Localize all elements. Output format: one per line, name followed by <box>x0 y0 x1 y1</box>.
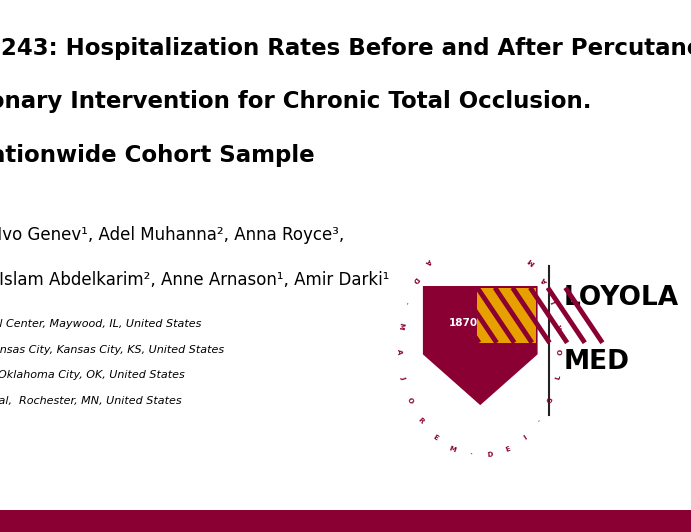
Text: Coronary Intervention for Chronic Total Occlusion.: Coronary Intervention for Chronic Total … <box>0 90 591 113</box>
Text: 1870: 1870 <box>449 318 478 328</box>
Text: L: L <box>554 374 562 380</box>
Text: E: E <box>505 445 511 452</box>
Text: R: R <box>417 417 425 425</box>
FancyBboxPatch shape <box>0 510 691 532</box>
Text: ·: · <box>469 452 473 458</box>
Text: O: O <box>406 396 414 404</box>
FancyBboxPatch shape <box>477 288 536 343</box>
Text: ²ssouri Kansas City, Kansas City, KS, United States: ²ssouri Kansas City, Kansas City, KS, Un… <box>0 345 224 355</box>
Text: A Nationwide Cohort Sample: A Nationwide Cohort Sample <box>0 144 314 167</box>
Text: oum⁴, Islam Abdelkarim², Anne Arnason¹, Amir Darki¹: oum⁴, Islam Abdelkarim², Anne Arnason¹, … <box>0 271 389 289</box>
Text: A: A <box>396 349 402 354</box>
Text: J: J <box>399 375 406 379</box>
Text: D: D <box>411 276 419 284</box>
Text: M: M <box>527 257 536 266</box>
Polygon shape <box>422 285 539 407</box>
Text: ¹y Medical Center, Maywood, IL, United States: ¹y Medical Center, Maywood, IL, United S… <box>0 319 201 329</box>
Text: I: I <box>551 300 558 304</box>
Text: R: R <box>556 323 563 329</box>
Text: ·: · <box>403 300 409 304</box>
Text: A: A <box>424 257 433 265</box>
Text: ⁴al Hospital,  Rochester, MN, United States: ⁴al Hospital, Rochester, MN, United Stat… <box>0 396 181 406</box>
Text: D: D <box>486 451 493 458</box>
Text: LOYOLA: LOYOLA <box>563 285 679 311</box>
Text: ³lahoma, Oklahoma City, OK, United States: ³lahoma, Oklahoma City, OK, United State… <box>0 370 184 380</box>
Text: A: A <box>541 276 549 284</box>
Text: ·: · <box>536 418 542 424</box>
Text: M: M <box>448 445 457 453</box>
Text: I: I <box>522 434 528 440</box>
Text: TCT 243: Hospitalization Rates Before and After Percutaneous: TCT 243: Hospitalization Rates Before an… <box>0 37 691 60</box>
Text: G: G <box>547 396 555 404</box>
Text: E: E <box>432 434 439 441</box>
Text: yoni¹, Ivo Genev¹, Adel Muhanna², Anna Royce³,: yoni¹, Ivo Genev¹, Adel Muhanna², Anna R… <box>0 226 344 244</box>
Text: O: O <box>558 348 565 355</box>
Text: M: M <box>397 322 404 330</box>
Text: MED: MED <box>563 349 630 375</box>
